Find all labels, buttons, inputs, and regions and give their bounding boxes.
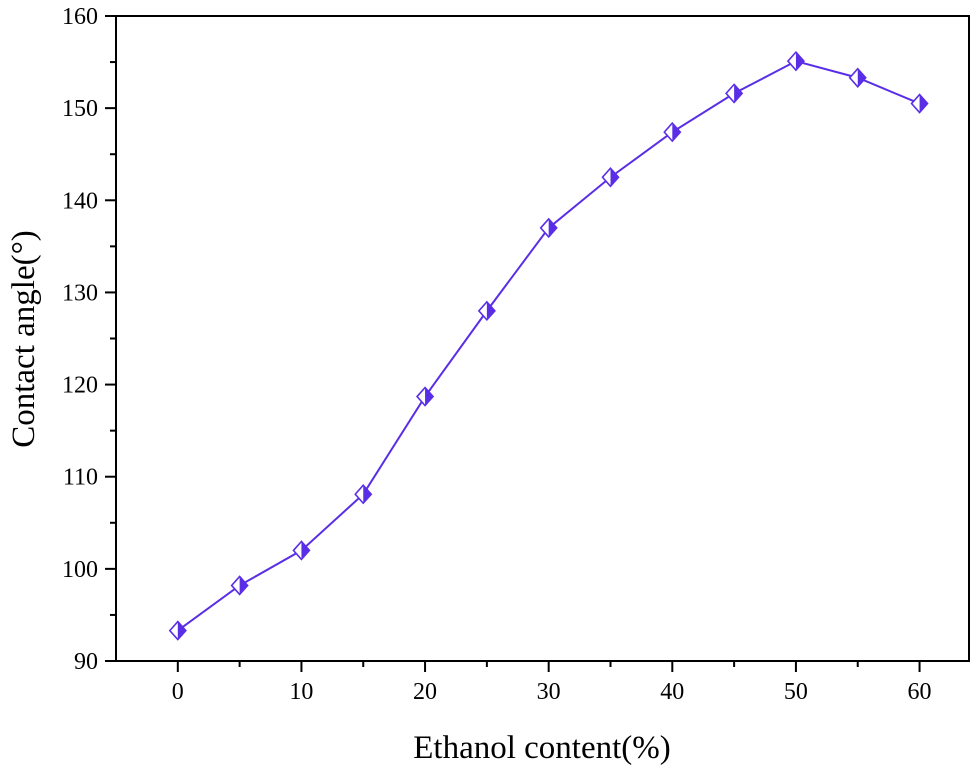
data-point bbox=[230, 575, 249, 596]
y-tick-label: 140 bbox=[62, 188, 98, 214]
y-tick-label: 110 bbox=[63, 465, 98, 491]
data-point bbox=[415, 386, 435, 407]
x-tick-label: 10 bbox=[289, 679, 313, 705]
y-tick-label: 130 bbox=[62, 280, 98, 306]
y-tick-label: 90 bbox=[74, 649, 98, 675]
x-tick-label: 60 bbox=[908, 679, 932, 705]
data-point bbox=[786, 50, 805, 72]
plot-frame bbox=[115, 15, 970, 662]
y-tick-label: 100 bbox=[62, 557, 98, 583]
x-tick-label: 40 bbox=[660, 679, 684, 705]
x-tick-label: 20 bbox=[413, 679, 437, 705]
data-point bbox=[601, 167, 620, 188]
x-tick-label: 30 bbox=[537, 679, 561, 705]
x-tick-label: 0 bbox=[172, 679, 184, 705]
series-line bbox=[177, 60, 920, 632]
x-tick-label: 50 bbox=[784, 679, 808, 705]
data-point bbox=[848, 67, 867, 88]
data-point bbox=[168, 620, 187, 641]
data-point bbox=[292, 540, 311, 561]
data-point bbox=[663, 121, 682, 143]
y-tick-label: 160 bbox=[62, 4, 98, 30]
series-layer bbox=[168, 50, 929, 641]
data-point bbox=[354, 484, 373, 505]
data-point bbox=[477, 300, 496, 322]
y-tick-label: 120 bbox=[62, 373, 98, 399]
y-axis-title: Contact angle(°) bbox=[6, 230, 42, 448]
data-point bbox=[725, 83, 744, 104]
ticks-layer: 0 10 20 30 40 50 60 90 100 110 120 130 140 150 160 bbox=[62, 4, 932, 705]
data-point bbox=[910, 93, 929, 114]
data-point bbox=[539, 217, 558, 239]
y-tick-label: 150 bbox=[62, 96, 98, 122]
x-axis-title: Ethanol content(%) bbox=[413, 730, 671, 766]
